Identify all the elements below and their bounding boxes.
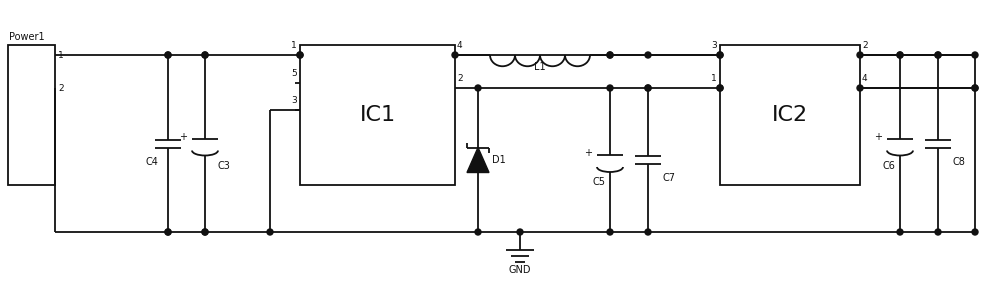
Circle shape (165, 52, 171, 58)
Circle shape (297, 52, 303, 58)
Circle shape (165, 52, 171, 58)
Circle shape (165, 229, 171, 235)
Text: 4: 4 (457, 41, 463, 50)
Text: 4: 4 (862, 74, 868, 83)
Circle shape (452, 52, 458, 58)
Circle shape (645, 85, 651, 91)
Circle shape (935, 52, 941, 58)
Text: D1: D1 (492, 155, 506, 165)
Circle shape (607, 85, 613, 91)
Circle shape (717, 85, 723, 91)
Circle shape (972, 229, 978, 235)
Text: 3: 3 (711, 41, 717, 50)
Text: +: + (584, 148, 592, 158)
Circle shape (165, 229, 171, 235)
Circle shape (897, 52, 903, 58)
Text: C7: C7 (662, 173, 676, 183)
Circle shape (202, 52, 208, 58)
Text: 5: 5 (291, 69, 297, 78)
Circle shape (267, 229, 273, 235)
Text: 2: 2 (862, 41, 868, 50)
Text: 1: 1 (58, 51, 64, 59)
Circle shape (607, 52, 613, 58)
Text: IC1: IC1 (359, 105, 396, 125)
Circle shape (645, 229, 651, 235)
Circle shape (297, 52, 303, 58)
Circle shape (897, 229, 903, 235)
Text: Power1: Power1 (9, 32, 45, 42)
Circle shape (202, 229, 208, 235)
Circle shape (717, 52, 723, 58)
Text: L1: L1 (534, 62, 546, 72)
Polygon shape (467, 147, 489, 173)
Text: C3: C3 (218, 160, 230, 170)
Text: 1: 1 (291, 41, 297, 50)
Bar (720, 45, 860, 185)
Text: +: + (874, 131, 882, 141)
Circle shape (607, 229, 613, 235)
Circle shape (607, 52, 613, 58)
Circle shape (717, 85, 723, 91)
Text: IC2: IC2 (772, 105, 808, 125)
Text: 1: 1 (711, 74, 717, 83)
Circle shape (517, 229, 523, 235)
Circle shape (935, 229, 941, 235)
Text: C5: C5 (592, 177, 606, 187)
Bar (8, 45, 55, 185)
Circle shape (475, 229, 481, 235)
Circle shape (717, 52, 723, 58)
Circle shape (202, 229, 208, 235)
Bar (300, 45, 455, 185)
Circle shape (972, 85, 978, 91)
Circle shape (935, 52, 941, 58)
Text: C4: C4 (146, 157, 158, 166)
Circle shape (645, 85, 651, 91)
Circle shape (857, 85, 863, 91)
Circle shape (897, 52, 903, 58)
Text: +: + (179, 131, 187, 141)
Text: C6: C6 (883, 160, 895, 170)
Text: 3: 3 (291, 96, 297, 105)
Text: 2: 2 (58, 83, 64, 93)
Text: 2: 2 (457, 74, 463, 83)
Text: C8: C8 (953, 157, 965, 166)
Text: GND: GND (509, 265, 531, 275)
Circle shape (202, 52, 208, 58)
Circle shape (645, 52, 651, 58)
Circle shape (972, 52, 978, 58)
Circle shape (972, 85, 978, 91)
Circle shape (475, 85, 481, 91)
Circle shape (857, 52, 863, 58)
